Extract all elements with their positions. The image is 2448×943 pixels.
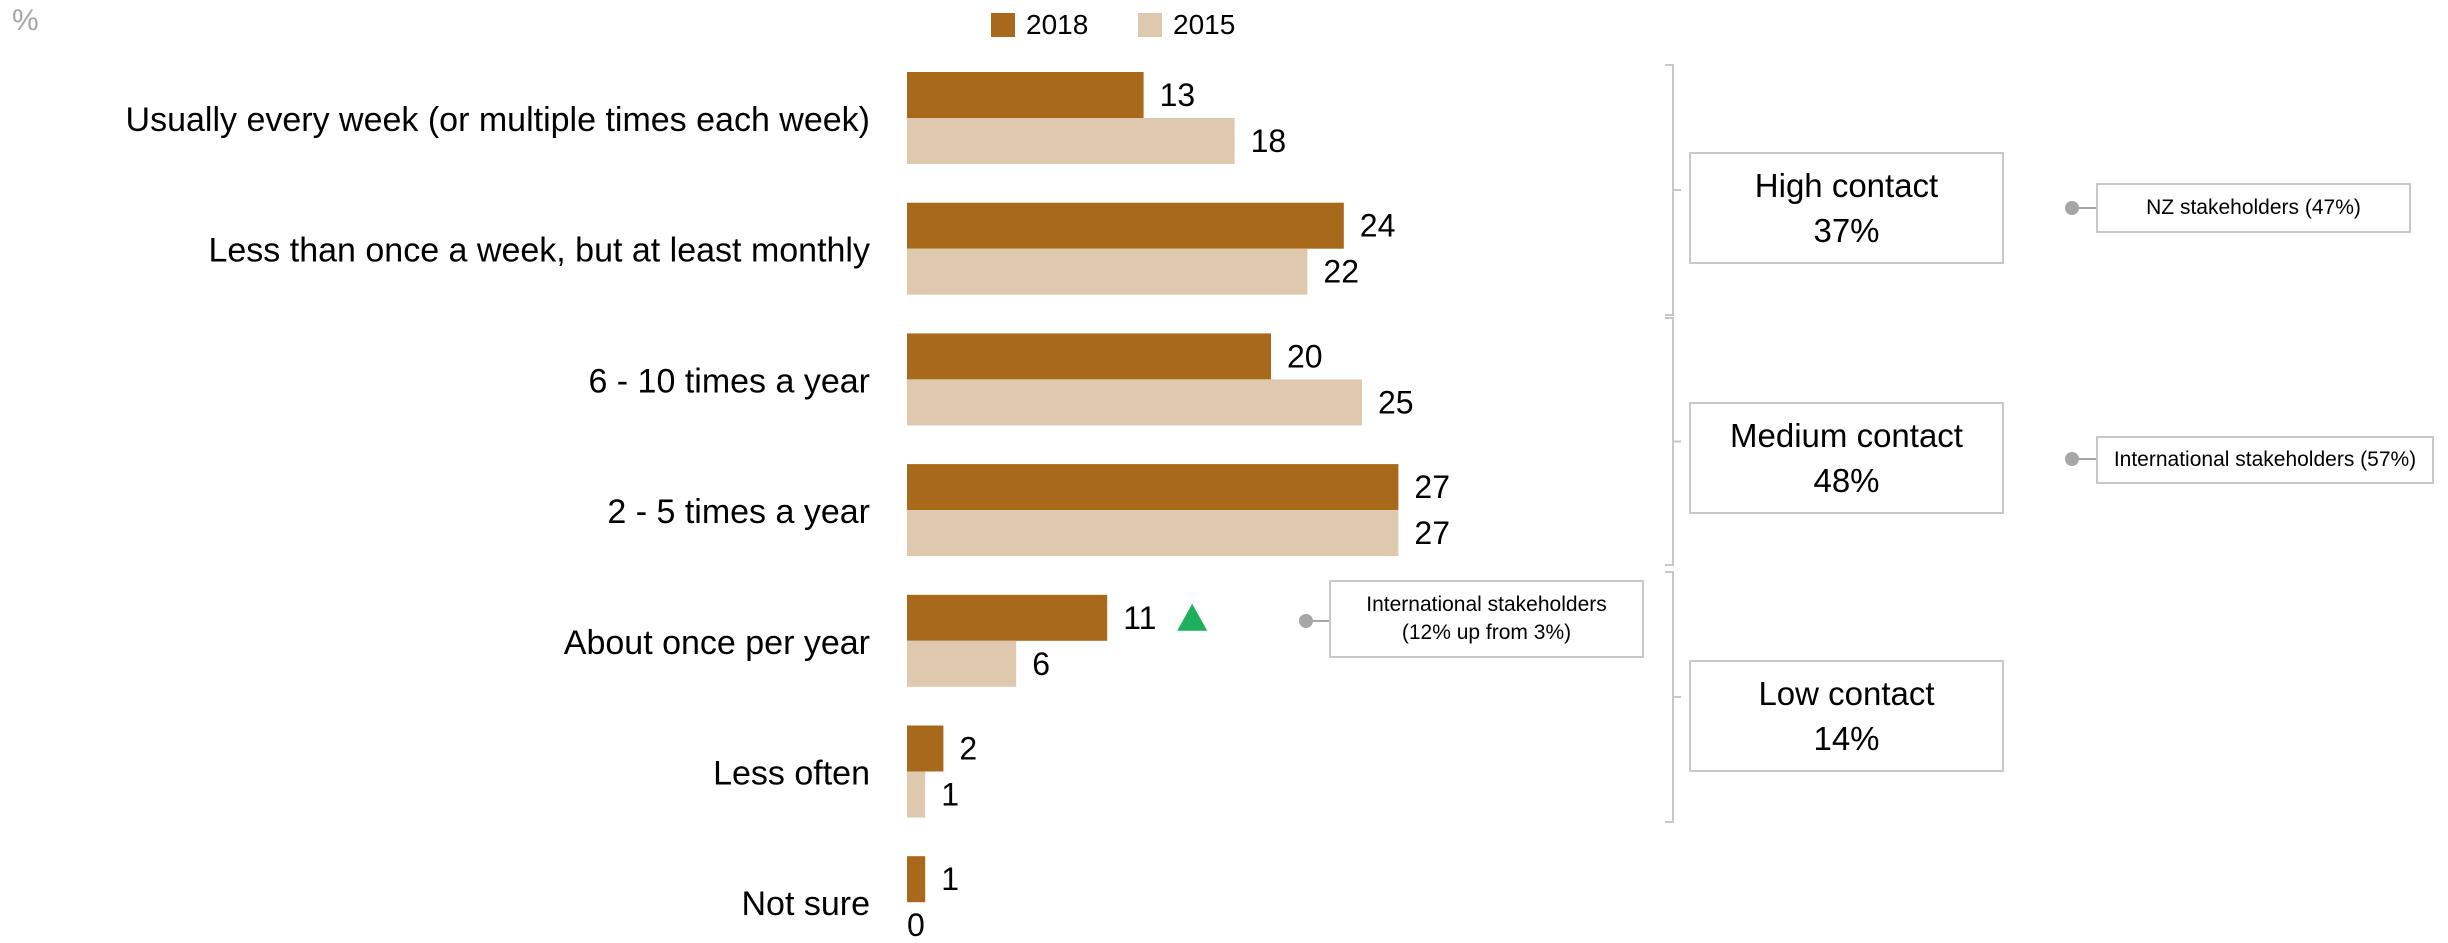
connector-line (2077, 458, 2097, 460)
connector-line (2077, 207, 2097, 209)
legend-swatch-2015 (1138, 13, 1162, 37)
group-brackets (1665, 64, 1681, 823)
value-label-2015: 0 (907, 907, 925, 943)
group-box-high: High contact 37% (1689, 152, 2004, 264)
bar-2018 (907, 725, 944, 772)
value-label-2018: 1 (941, 861, 959, 897)
bar-2015 (907, 510, 1399, 557)
bar-2018 (907, 202, 1344, 249)
value-label-2015: 18 (1251, 123, 1287, 159)
group-bracket (1665, 64, 1681, 316)
up-arrow-icon (1177, 603, 1208, 631)
category-label: Less than once a week, but at least mont… (208, 232, 870, 270)
group-label: High contact (1754, 167, 1939, 204)
note-international-increase: International stakeholders (12% up from … (1329, 580, 1644, 658)
note-international-stakeholders: International stakeholders (57%) (2096, 436, 2434, 484)
connector-dot (1299, 614, 1313, 628)
category-label: About once per year (564, 624, 870, 662)
category-label: 6 - 10 times a year (588, 362, 870, 400)
group-value: 37% (1813, 212, 1880, 249)
bar-2018 (907, 72, 1144, 118)
connector-line (1311, 620, 1331, 622)
bar-2015 (907, 771, 926, 818)
group-bracket (1665, 571, 1681, 823)
bars (907, 72, 1399, 903)
value-label-2018: 11 (1123, 600, 1156, 636)
connector-dot (2065, 452, 2079, 466)
bar-2018 (907, 464, 1399, 511)
note-text: NZ stakeholders (47%) (2146, 196, 2361, 219)
note-line-1: International stakeholders (1366, 593, 1607, 616)
group-bracket (1665, 317, 1681, 566)
value-label-2015: 27 (1414, 515, 1450, 551)
note-nz-stakeholders: NZ stakeholders (47%) (2096, 183, 2411, 233)
category-label: Usually every week (or multiple times ea… (126, 101, 870, 139)
value-label-2018: 2 (959, 731, 977, 767)
group-value: 14% (1813, 720, 1880, 757)
legend-label-2018: 2018 (1026, 9, 1088, 40)
bar-2015 (907, 379, 1362, 426)
legend: 2018 2015 (991, 9, 1235, 40)
value-label-2018: 13 (1160, 77, 1196, 113)
bar-2015 (907, 640, 1017, 687)
bar-2018 (907, 856, 926, 903)
bar-2018 (907, 594, 1108, 641)
bar-2018 (907, 333, 1271, 380)
value-label-2015: 22 (1323, 254, 1359, 290)
group-value: 48% (1813, 462, 1880, 499)
value-label-2015: 25 (1378, 384, 1414, 420)
value-label-2018: 20 (1287, 338, 1323, 374)
legend-label-2015: 2015 (1173, 9, 1235, 40)
category-label: 2 - 5 times a year (607, 493, 870, 531)
unit-label: % (12, 4, 39, 37)
group-label: Low contact (1758, 675, 1935, 712)
category-labels: Usually every week (or multiple times ea… (126, 101, 870, 923)
bar-2015 (907, 118, 1235, 164)
legend-swatch-2018 (991, 13, 1015, 37)
value-label-2018: 27 (1414, 469, 1450, 505)
value-label-2015: 1 (941, 777, 959, 813)
note-text: International stakeholders (57%) (2113, 448, 2417, 471)
group-label: Medium contact (1730, 417, 1963, 454)
category-label: Less often (713, 755, 870, 793)
group-box-medium: Medium contact 48% (1689, 402, 2004, 514)
connector-dot (2065, 201, 2079, 215)
group-box-low: Low contact 14% (1689, 660, 2004, 772)
note-line-2: (12% up from 3%) (1401, 621, 1572, 644)
value-label-2018: 24 (1360, 208, 1396, 244)
value-label-2015: 6 (1032, 646, 1050, 682)
category-label: Not sure (742, 885, 871, 923)
bar-2015 (907, 248, 1308, 295)
